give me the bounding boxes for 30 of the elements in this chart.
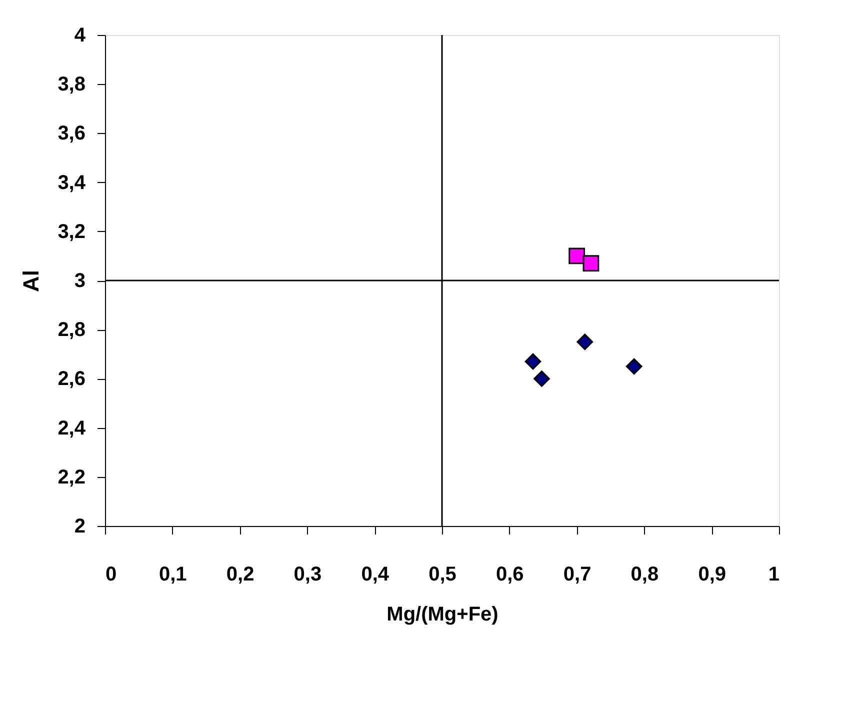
y-tick-label: 3	[74, 270, 86, 292]
x-tick-label: 0,4	[361, 564, 390, 586]
x-axis-title: Mg/(Mg+Fe)	[386, 604, 498, 626]
x-tick-label: 0,8	[630, 564, 659, 586]
x-tick-label: 0	[106, 564, 117, 586]
y-tick-label: 4	[74, 24, 86, 46]
x-tick-label: 0,1	[158, 564, 187, 586]
point	[582, 255, 600, 272]
y-tick-label: 3,8	[58, 74, 86, 96]
point	[524, 353, 542, 370]
x-tick-label: 0,6	[496, 564, 524, 586]
point	[576, 334, 594, 350]
x-tick-label: 1	[768, 564, 780, 586]
point	[534, 370, 550, 387]
y-tick-label: 3,4	[58, 172, 86, 194]
x-tick-label: 0,9	[698, 564, 726, 586]
x-tick-label: 0,2	[226, 564, 254, 586]
y-tick-label: 2,4	[58, 417, 86, 440]
y-tick-label: 2,2	[58, 466, 86, 488]
y-tick-label: 3,6	[58, 122, 86, 145]
x-tick-label: 0,5	[428, 564, 456, 586]
x-tick-label: 0,7	[563, 564, 592, 586]
y-tick-label: 2,8	[58, 319, 86, 342]
y-axis-title: Al	[18, 270, 44, 292]
y-tick-label: 2	[74, 516, 86, 538]
point	[626, 358, 642, 375]
y-tick-label: 3,2	[58, 220, 86, 243]
y-tick-label: 2,6	[58, 368, 86, 390]
x-tick-label: 0,3	[294, 564, 322, 586]
point	[568, 248, 585, 264]
